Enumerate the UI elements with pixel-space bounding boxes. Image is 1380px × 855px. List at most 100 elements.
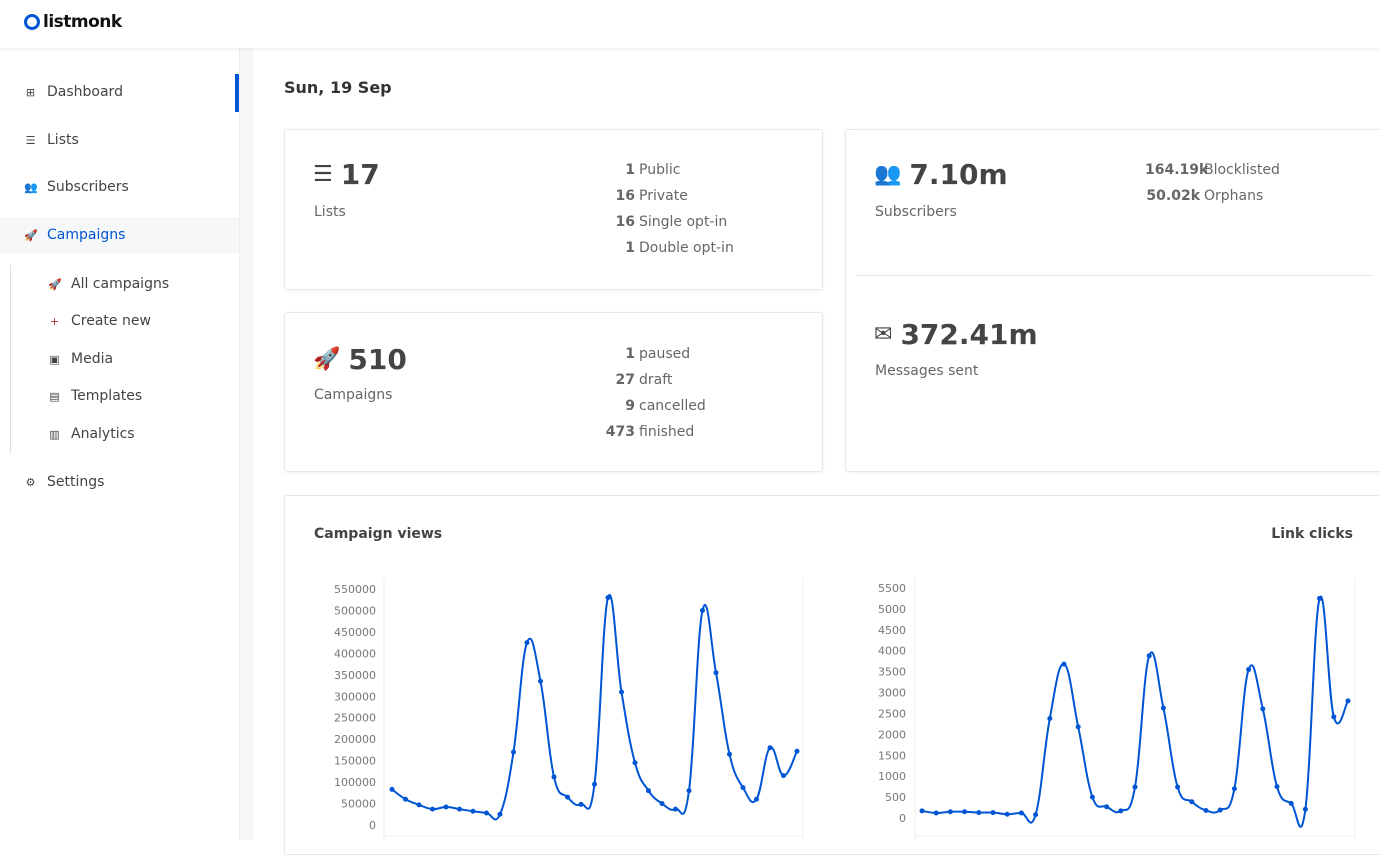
y-tick-label: 200000	[334, 733, 376, 746]
data-point[interactable]	[1089, 794, 1095, 800]
file-image-icon: ▤	[49, 389, 60, 403]
data-point[interactable]	[919, 808, 925, 814]
data-point[interactable]	[578, 801, 584, 807]
sidebar-item-settings[interactable]: ⚙ Settings	[0, 464, 239, 500]
data-point[interactable]	[1047, 715, 1053, 721]
data-point[interactable]	[1189, 799, 1195, 805]
sidebar-subitem-templates[interactable]: ▤ Templates	[48, 381, 142, 411]
stat-label: draft	[639, 372, 673, 388]
data-point[interactable]	[1217, 807, 1223, 813]
data-point[interactable]	[1260, 706, 1266, 712]
data-point[interactable]	[619, 689, 624, 695]
sidebar-subitem-media[interactable]: ▣ Media	[48, 344, 113, 374]
data-point[interactable]	[470, 808, 476, 814]
data-point[interactable]	[933, 810, 939, 816]
data-point[interactable]	[727, 751, 732, 757]
data-point[interactable]	[1203, 807, 1209, 813]
sidebar-subitem-all-campaigns[interactable]: 🚀 All campaigns	[48, 269, 169, 299]
sidebar-subitem-create-new[interactable]: + Create new	[48, 306, 151, 336]
data-point[interactable]	[1004, 811, 1010, 817]
data-point[interactable]	[962, 809, 968, 815]
y-tick-label: 350000	[334, 669, 376, 682]
sidebar-item-label: All campaigns	[71, 276, 170, 292]
data-point[interactable]	[1246, 667, 1252, 673]
data-point[interactable]	[1331, 714, 1337, 720]
data-point[interactable]	[1317, 595, 1323, 601]
data-point[interactable]	[740, 785, 746, 791]
data-point[interactable]	[1132, 784, 1138, 790]
data-point[interactable]	[551, 774, 557, 780]
sidebar-item-label: Analytics	[71, 426, 135, 442]
sidebar-item-campaigns[interactable]: 🚀 Campaigns	[0, 217, 239, 253]
data-point[interactable]	[416, 802, 422, 808]
data-point[interactable]	[990, 810, 996, 816]
stat-label: paused	[639, 346, 691, 362]
stat-row: 50.02k Orphans	[1145, 183, 1280, 209]
data-point[interactable]	[497, 811, 503, 817]
stat-row: 164.19k Blocklisted	[1145, 157, 1280, 183]
stat-label: Orphans	[1204, 188, 1264, 204]
data-point[interactable]	[1345, 698, 1351, 704]
campaigns-stats: 1 paused 27 draft 9 cancelled 473 finished	[585, 341, 706, 445]
data-point[interactable]	[646, 788, 651, 794]
data-point[interactable]	[673, 806, 678, 812]
data-point[interactable]	[1231, 786, 1237, 792]
chart-title-views: Campaign views	[314, 526, 443, 542]
data-point[interactable]	[1302, 806, 1308, 812]
data-point[interactable]	[511, 749, 516, 755]
data-point[interactable]	[700, 607, 705, 613]
sidebar-item-lists[interactable]: ☰ Lists	[0, 122, 239, 158]
data-point[interactable]	[767, 745, 773, 751]
data-point[interactable]	[1075, 724, 1081, 730]
data-point[interactable]	[457, 806, 462, 812]
campaigns-count: 510	[348, 343, 407, 376]
data-point[interactable]	[538, 678, 543, 684]
data-point[interactable]	[754, 796, 759, 802]
data-point[interactable]	[686, 788, 692, 794]
lists-card[interactable]: ☰ 17 Lists 1 Public 16 Private 16 Single opt-i…	[284, 129, 823, 290]
campaigns-card[interactable]: 🚀 510 Campaigns 1 paused 27 draft 9 cancelled 4…	[284, 312, 823, 472]
y-tick-label: 500000	[334, 604, 376, 617]
y-tick-label: 5500	[878, 582, 906, 595]
divider	[856, 275, 1373, 276]
data-point[interactable]	[592, 781, 597, 787]
data-point[interactable]	[781, 773, 786, 779]
data-point[interactable]	[632, 760, 638, 766]
data-point[interactable]	[1288, 800, 1294, 806]
data-point[interactable]	[1146, 653, 1152, 659]
sidebar-subitem-analytics[interactable]: ▥ Analytics	[48, 419, 135, 449]
sidebar-item-subscribers[interactable]: 👥 Subscribers	[0, 169, 239, 205]
data-point[interactable]	[565, 794, 570, 800]
subscribers-card[interactable]: 👥 7.10m Subscribers 164.19k Blocklisted 50.…	[845, 129, 1380, 472]
sidebar-item-label: Create new	[71, 313, 151, 329]
data-point[interactable]	[976, 810, 982, 816]
data-point[interactable]	[403, 796, 408, 802]
data-point[interactable]	[1175, 784, 1181, 790]
data-point[interactable]	[794, 748, 800, 754]
data-point[interactable]	[1160, 705, 1166, 711]
stat-value: 50.02k	[1146, 188, 1200, 204]
data-point[interactable]	[713, 670, 719, 676]
data-point[interactable]	[1274, 784, 1280, 790]
charts-card: Campaign views Link clicks	[284, 495, 1380, 855]
data-point[interactable]	[430, 806, 435, 812]
data-point[interactable]	[443, 804, 449, 810]
data-point[interactable]	[947, 809, 953, 815]
data-point[interactable]	[1061, 661, 1067, 667]
data-point[interactable]	[1104, 804, 1110, 810]
subscribers-label: Subscribers	[875, 204, 957, 220]
data-point[interactable]	[605, 595, 611, 601]
data-point[interactable]	[524, 640, 530, 646]
sidebar-item-dashboard[interactable]: ⊞ Dashboard	[0, 74, 239, 110]
logo-text: listmonk	[43, 12, 122, 32]
data-point[interactable]	[1018, 810, 1024, 816]
data-point[interactable]	[659, 801, 665, 807]
y-tick-label: 550000	[334, 583, 376, 596]
stat-label: Private	[639, 188, 688, 204]
data-point[interactable]	[484, 810, 489, 816]
y-tick-label: 3000	[878, 687, 906, 700]
logo[interactable]: listmonk	[24, 12, 122, 32]
data-point[interactable]	[389, 786, 395, 792]
data-point[interactable]	[1033, 812, 1039, 818]
data-point[interactable]	[1118, 808, 1124, 814]
